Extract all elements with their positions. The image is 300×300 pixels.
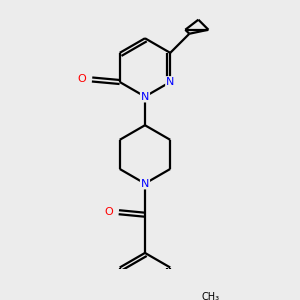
Text: O: O: [104, 207, 113, 217]
Text: O: O: [77, 74, 86, 85]
Text: CH₃: CH₃: [201, 292, 220, 300]
Text: N: N: [166, 77, 174, 87]
Text: N: N: [141, 178, 149, 189]
Text: N: N: [141, 92, 149, 102]
